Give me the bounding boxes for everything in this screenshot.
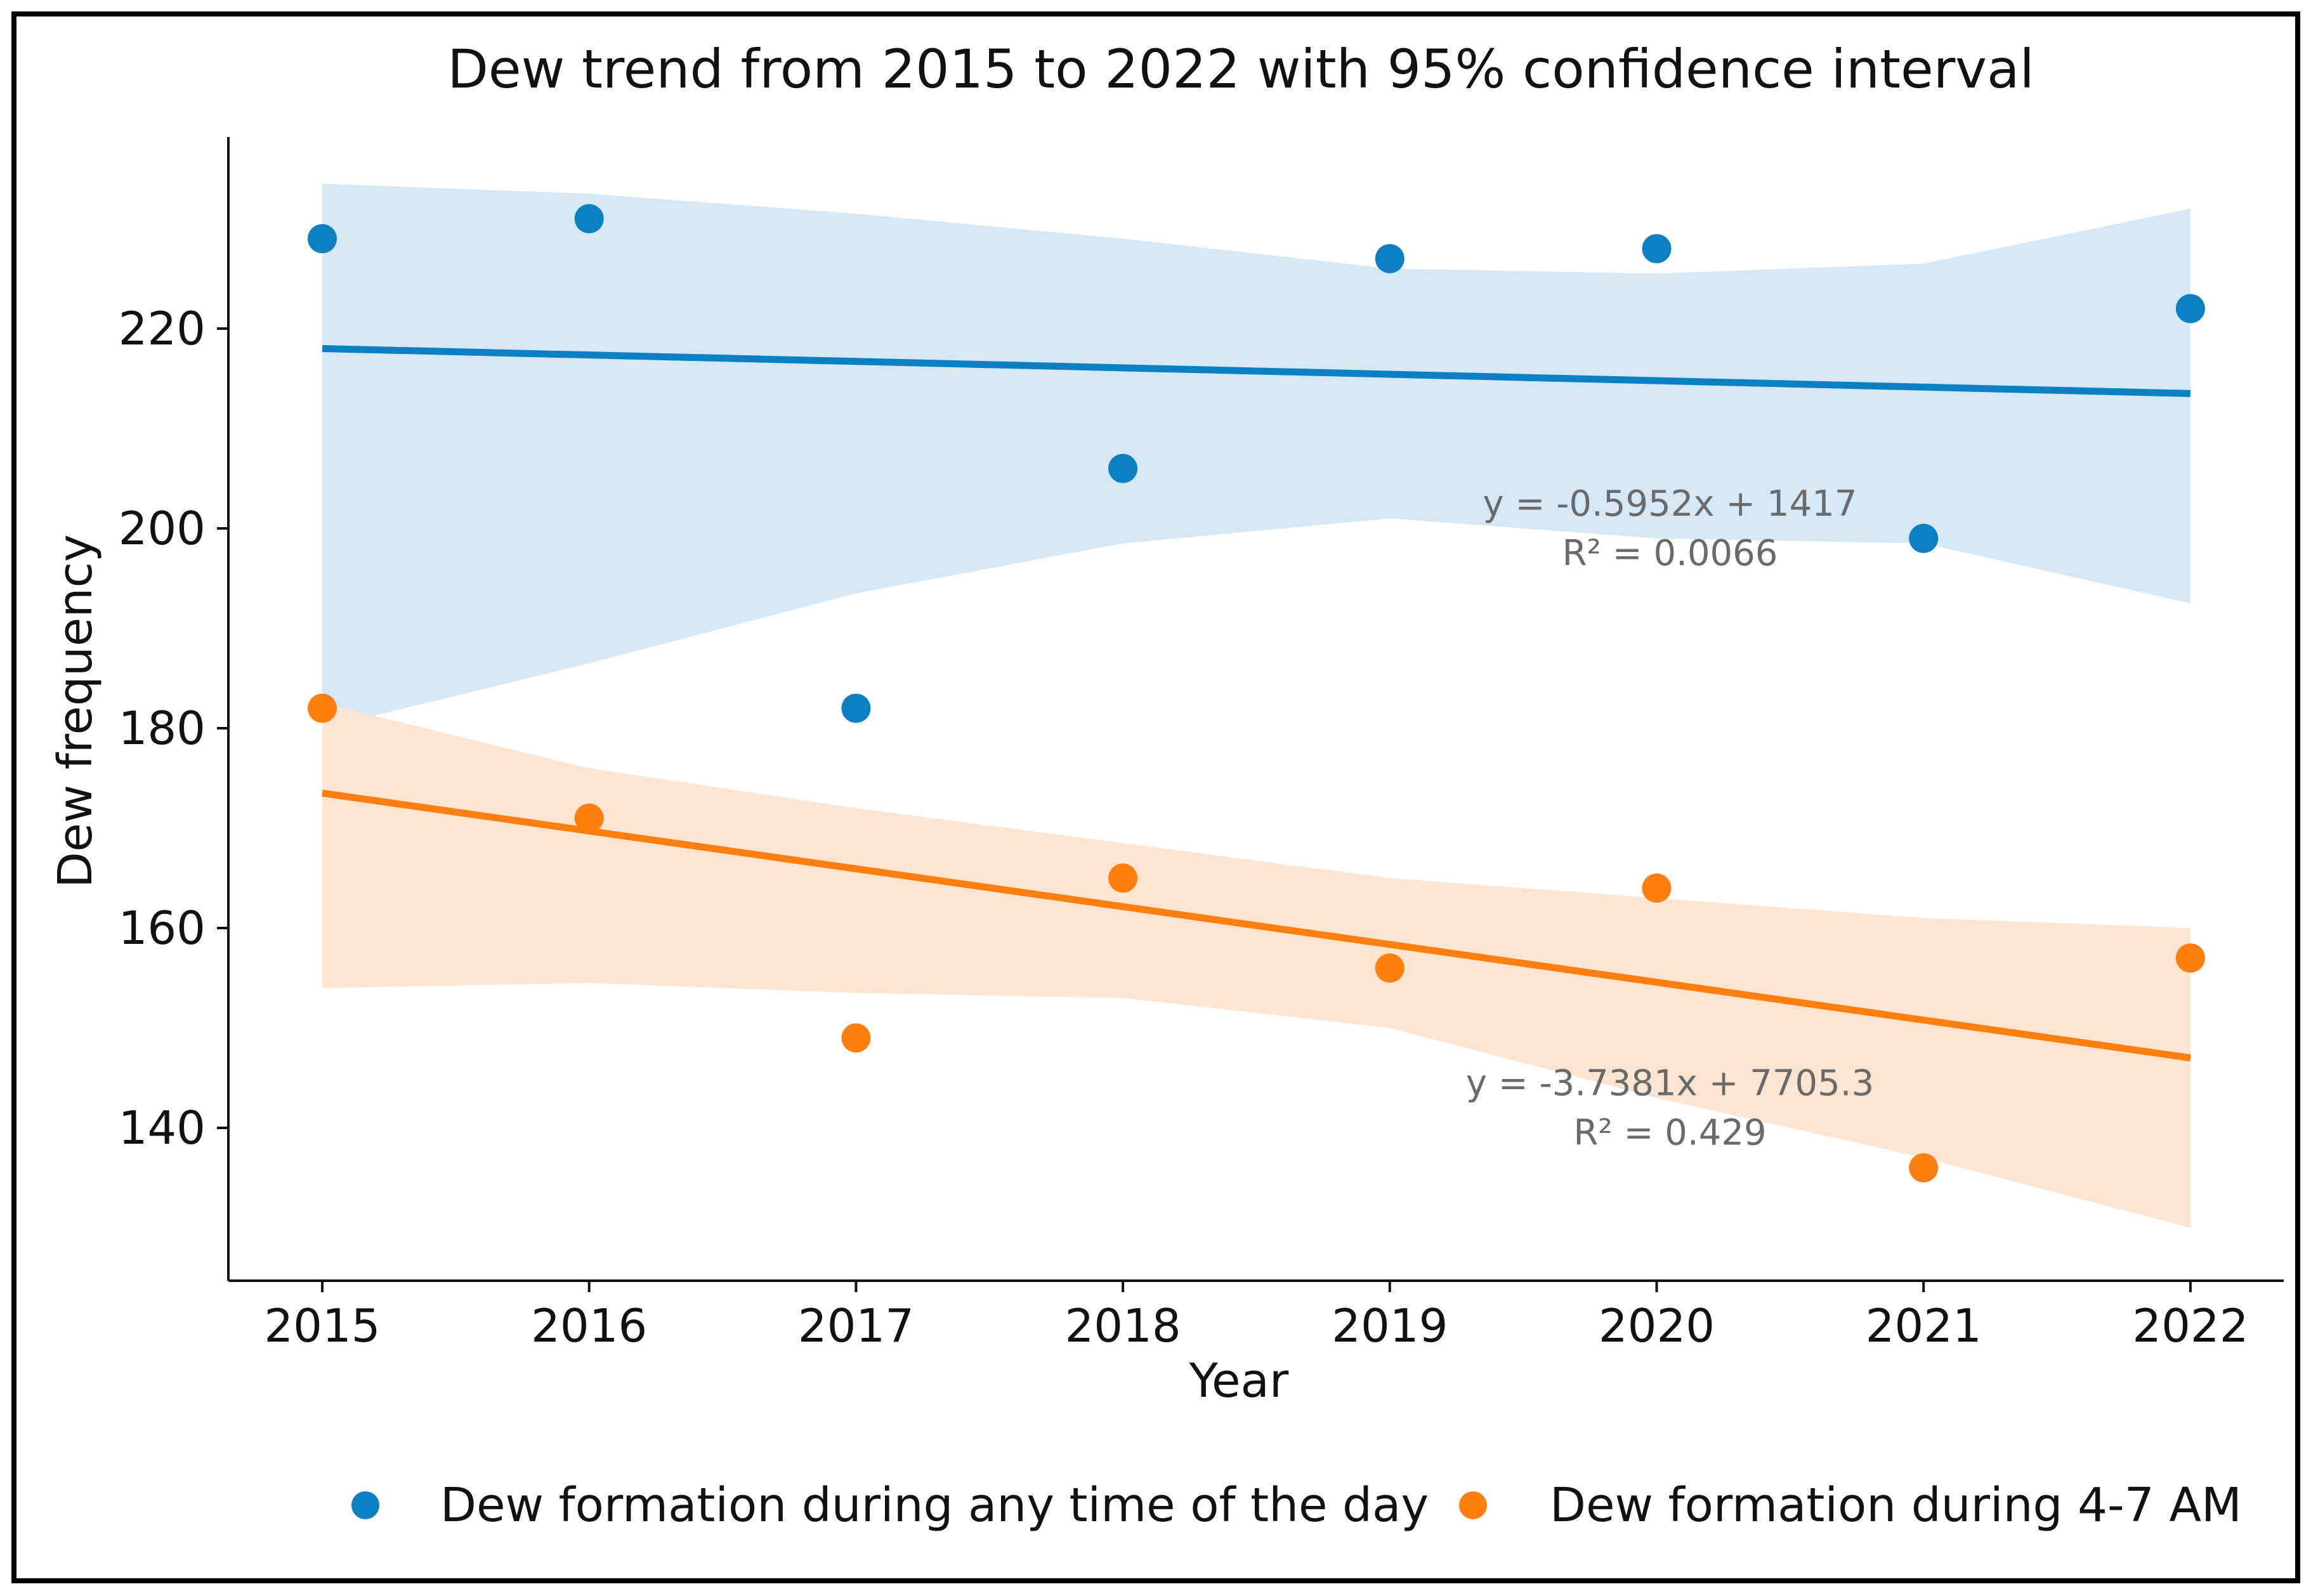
x-axis-title: Year	[1189, 1354, 1289, 1408]
legend: Dew formation during any time of the day…	[351, 1478, 2242, 1533]
y-tick-label: 140	[119, 1101, 206, 1154]
data-point-4-7am	[841, 1023, 871, 1053]
data-point-4-7am	[308, 693, 337, 723]
data-point-any-time	[841, 693, 871, 723]
legend-marker-any-time	[351, 1491, 379, 1519]
y-tick-label: 220	[119, 302, 206, 355]
data-point-any-time	[1909, 523, 1939, 553]
chart-frame: Dew trend from 2015 to 2022 with 95% con…	[11, 11, 2300, 1583]
data-points	[308, 204, 2205, 1182]
chart-svg: Dew trend from 2015 to 2022 with 95% con…	[48, 38, 2284, 1533]
data-point-4-7am	[1642, 873, 1672, 903]
r-squared-4-7am: R² = 0.429	[1573, 1113, 1766, 1154]
confidence-bands	[322, 183, 2190, 1228]
x-tick-label: 2021	[1866, 1299, 1982, 1352]
data-point-any-time	[1375, 244, 1405, 273]
confidence-band-any-time	[322, 183, 2190, 728]
y-axis-title: Dew frequency	[48, 534, 103, 888]
r-squared-any-time: R² = 0.0066	[1562, 533, 1778, 574]
x-tick-label: 2020	[1599, 1299, 1715, 1352]
legend-label-4-7am: Dew formation during 4-7 AM	[1550, 1478, 2242, 1533]
chart-title: Dew trend from 2015 to 2022 with 95% con…	[447, 38, 2034, 100]
data-point-4-7am	[2175, 943, 2205, 973]
x-tick-label: 2015	[264, 1299, 380, 1352]
x-tick-label: 2017	[798, 1299, 914, 1352]
y-tick-label: 180	[119, 702, 206, 755]
trend-line-4-7am	[322, 789, 2191, 1062]
regression-equation-any-time: y = -0.5952x + 1417	[1483, 483, 1857, 525]
trend-lines	[322, 345, 2191, 1062]
data-point-any-time	[1108, 454, 1138, 483]
data-point-any-time	[574, 204, 604, 233]
data-point-4-7am	[1108, 863, 1138, 893]
data-point-any-time	[2175, 294, 2205, 324]
trend-line-any-time	[322, 345, 2191, 397]
data-point-4-7am	[1375, 953, 1405, 983]
confidence-band-4-7am	[322, 703, 2190, 1228]
y-tick-label: 200	[119, 502, 206, 555]
x-tick-label: 2018	[1064, 1299, 1181, 1352]
data-point-4-7am	[1909, 1153, 1939, 1182]
data-point-any-time	[1642, 234, 1672, 263]
x-tick-label: 2022	[2132, 1299, 2248, 1352]
y-tick-label: 160	[119, 901, 206, 955]
data-point-4-7am	[574, 803, 604, 833]
legend-marker-4-7am	[1459, 1491, 1487, 1519]
regression-annotations: y = -0.5952x + 1417 R² = 0.0066 y = -3.738…	[1466, 483, 1874, 1154]
regression-equation-4-7am: y = -3.7381x + 7705.3	[1466, 1063, 1874, 1104]
x-tick-label: 2016	[531, 1299, 647, 1352]
x-tick-label: 2019	[1332, 1299, 1448, 1352]
data-point-any-time	[308, 224, 337, 254]
legend-label-any-time: Dew formation during any time of the day	[440, 1478, 1429, 1533]
axis-ticks: 2015 2016 2017 2018 2019 2020 2021 2022 140 160 18…	[119, 302, 2249, 1352]
